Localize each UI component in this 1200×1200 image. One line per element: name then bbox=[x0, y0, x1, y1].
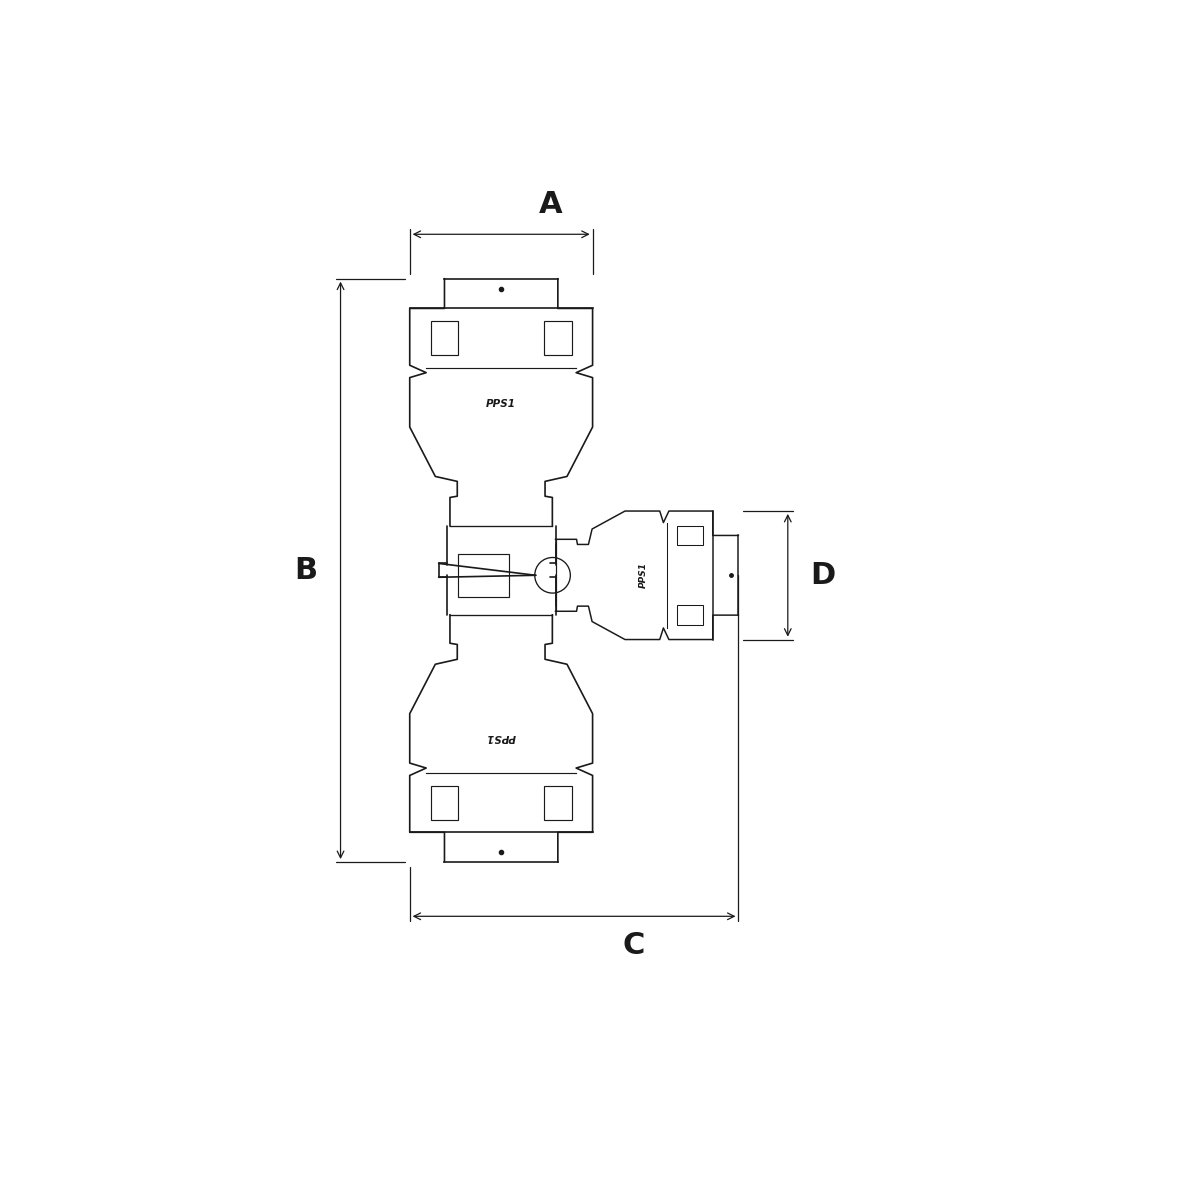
Text: PPS1: PPS1 bbox=[638, 563, 648, 588]
Text: D: D bbox=[810, 560, 835, 589]
Text: B: B bbox=[294, 556, 318, 584]
Text: C: C bbox=[622, 931, 644, 960]
Text: A: A bbox=[539, 190, 563, 220]
Text: PPS1: PPS1 bbox=[486, 398, 516, 408]
Text: PPS1: PPS1 bbox=[486, 732, 516, 742]
